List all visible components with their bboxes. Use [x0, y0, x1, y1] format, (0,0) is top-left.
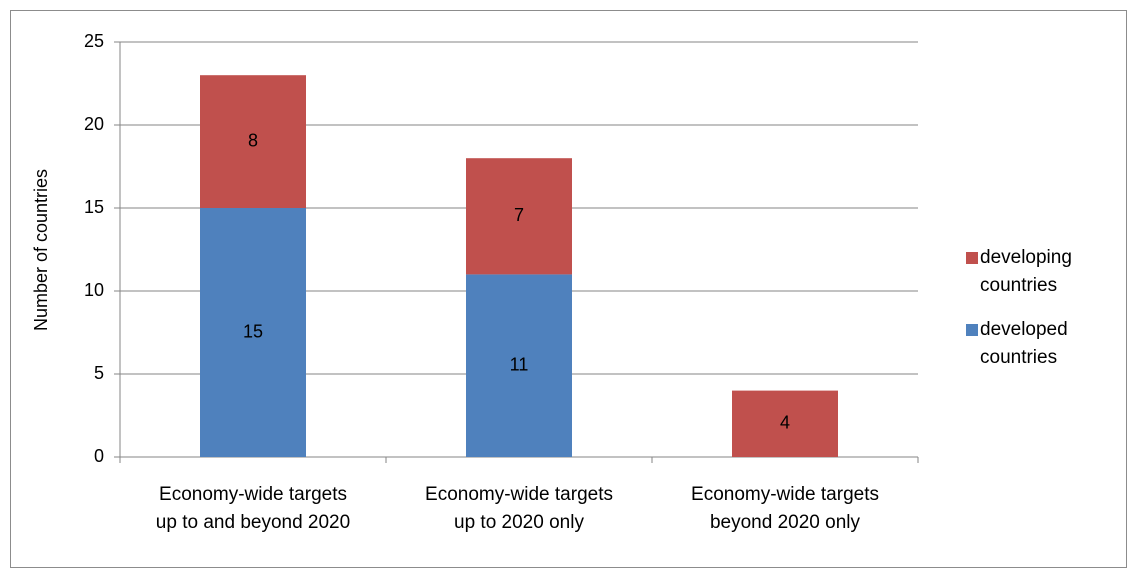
data-label: 7 — [514, 205, 524, 225]
y-tick-label: 15 — [84, 197, 104, 217]
legend-label: developing countries — [980, 247, 1072, 296]
data-label: 11 — [510, 354, 529, 374]
y-tick-label: 10 — [84, 280, 104, 300]
x-tick-label: Economy-wide targets up to and beyond 20… — [155, 484, 351, 533]
x-tick-label: Economy-wide targets beyond 2020 only — [691, 484, 879, 533]
data-label: 4 — [780, 413, 790, 433]
y-tick-label: 25 — [84, 31, 104, 51]
bar-segment — [466, 158, 572, 275]
y-axis-label: Number of countries — [31, 169, 51, 331]
bar-segment — [466, 274, 572, 457]
bar-segment — [732, 390, 838, 457]
data-label: 8 — [248, 130, 258, 150]
legend-swatch — [966, 324, 978, 336]
legend-label: developed countries — [980, 319, 1068, 368]
bar-segment — [200, 75, 306, 208]
y-tick-label: 5 — [94, 363, 104, 383]
bar-segment — [200, 208, 306, 457]
x-tick-label: Economy-wide targets up to 2020 only — [425, 484, 613, 533]
legend-swatch — [966, 252, 978, 264]
y-tick-label: 20 — [84, 114, 104, 134]
data-label: 15 — [243, 321, 263, 341]
y-tick-label: 0 — [94, 446, 104, 466]
